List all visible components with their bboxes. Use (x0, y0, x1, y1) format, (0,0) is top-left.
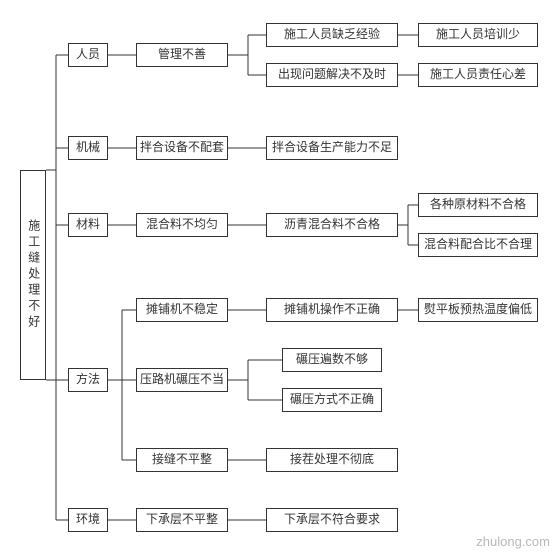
l2-roller-label: 压路机碾压不当 (140, 372, 224, 388)
l3-asphalt-bad: 沥青混合料不合格 (266, 213, 398, 237)
l3-stub-label: 接茬处理不彻底 (290, 452, 374, 468)
l4-screed-label: 熨平板预热温度偏低 (424, 302, 532, 318)
l3-basereq-label: 下承层不符合要求 (284, 512, 380, 528)
l3-paverop-label: 摊铺机操作不正确 (284, 302, 380, 318)
l4-ratio-label: 混合料配合比不合理 (424, 237, 532, 253)
l1-machine-label: 机械 (76, 140, 100, 156)
l2-management-label: 管理不善 (158, 47, 206, 63)
l4-ratio-bad: 混合料配合比不合理 (418, 233, 538, 257)
l4-resp-label: 施工人员责任心差 (430, 67, 526, 83)
l3-asphalt-label: 沥青混合料不合格 (284, 217, 380, 233)
l2-mix-uneven: 混合料不均匀 (136, 213, 228, 237)
l1-method-label: 方法 (76, 372, 100, 388)
l2-mix-uneven-label: 混合料不均匀 (146, 217, 218, 233)
l4-training: 施工人员培训少 (418, 23, 538, 47)
l4-screed-temp: 熨平板预热温度偏低 (418, 298, 538, 322)
l3-lack-exp-label: 施工人员缺乏经验 (284, 27, 380, 43)
l1-personnel-label: 人员 (76, 47, 100, 63)
l4-raw-bad: 各种原材料不合格 (418, 193, 538, 217)
l3-rollpat-label: 碾压方式不正确 (290, 392, 374, 408)
watermark-text: zhulong.com (476, 534, 550, 549)
l2-joint-label: 接缝不平整 (152, 452, 212, 468)
l2-management: 管理不善 (136, 43, 228, 67)
l4-training-label: 施工人员培训少 (436, 27, 520, 43)
l3-base-noncomp: 下承层不符合要求 (266, 508, 398, 532)
root-label: 施工缝处理不好 (25, 219, 41, 331)
l3-capacity-label: 拌合设备生产能力不足 (272, 140, 392, 156)
l2-paver-label: 摊铺机不稳定 (146, 302, 218, 318)
l2-paver-unstable: 摊铺机不稳定 (136, 298, 228, 322)
l4-raw-label: 各种原材料不合格 (430, 197, 526, 213)
l2-base-label: 下承层不平整 (146, 512, 218, 528)
l3-roll-pattern: 碾压方式不正确 (282, 388, 382, 412)
l4-responsibility: 施工人员责任心差 (418, 63, 538, 87)
l3-lack-exp: 施工人员缺乏经验 (266, 23, 398, 47)
l2-roller-improper: 压路机碾压不当 (136, 368, 228, 392)
l1-environment: 环境 (68, 508, 108, 532)
l3-delay-label: 出现问题解决不及时 (278, 67, 386, 83)
l2-joint-uneven: 接缝不平整 (136, 448, 228, 472)
l3-mix-capacity: 拌合设备生产能力不足 (266, 136, 398, 160)
l1-environment-label: 环境 (76, 512, 100, 528)
root-node: 施工缝处理不好 (20, 170, 46, 380)
l2-mixing-label: 拌合设备不配套 (140, 140, 224, 156)
l2-mixing-mismatch: 拌合设备不配套 (136, 136, 228, 160)
l3-rollpass-label: 碾压遍数不够 (296, 352, 368, 368)
l3-paver-wrong: 摊铺机操作不正确 (266, 298, 398, 322)
l1-machine: 机械 (68, 136, 108, 160)
l3-roll-passes: 碾压遍数不够 (282, 348, 382, 372)
l1-personnel: 人员 (68, 43, 108, 67)
l2-base-uneven: 下承层不平整 (136, 508, 228, 532)
l3-problem-delay: 出现问题解决不及时 (266, 63, 398, 87)
l3-stub-incomplete: 接茬处理不彻底 (266, 448, 398, 472)
l1-material-label: 材料 (76, 217, 100, 233)
l1-material: 材料 (68, 213, 108, 237)
l1-method: 方法 (68, 368, 108, 392)
